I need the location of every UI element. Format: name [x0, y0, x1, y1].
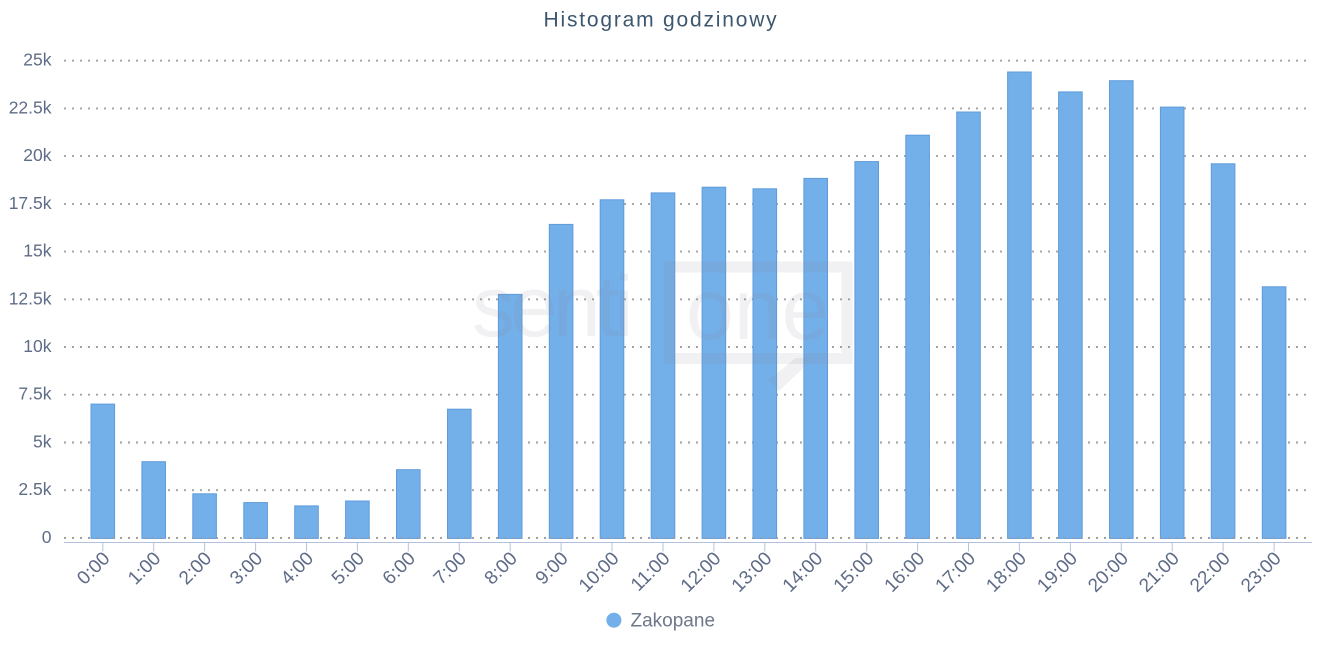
svg-text:7.5k: 7.5k [18, 384, 51, 404]
svg-text:10k: 10k [23, 336, 51, 356]
svg-text:2.5k: 2.5k [18, 479, 51, 499]
svg-text:12.5k: 12.5k [9, 288, 52, 308]
svg-text:25k: 25k [23, 50, 51, 70]
svg-text:one: one [686, 262, 830, 358]
svg-text:0: 0 [42, 527, 52, 547]
svg-text:15k: 15k [23, 241, 51, 261]
svg-text:senti: senti [472, 259, 629, 355]
svg-text:17.5k: 17.5k [9, 193, 52, 213]
svg-text:5k: 5k [33, 432, 52, 452]
svg-text:20k: 20k [23, 145, 51, 165]
svg-text:Zakopane: Zakopane [631, 611, 716, 632]
svg-text:22.5k: 22.5k [9, 97, 52, 117]
svg-text:Histogram godzinowy: Histogram godzinowy [544, 9, 779, 32]
